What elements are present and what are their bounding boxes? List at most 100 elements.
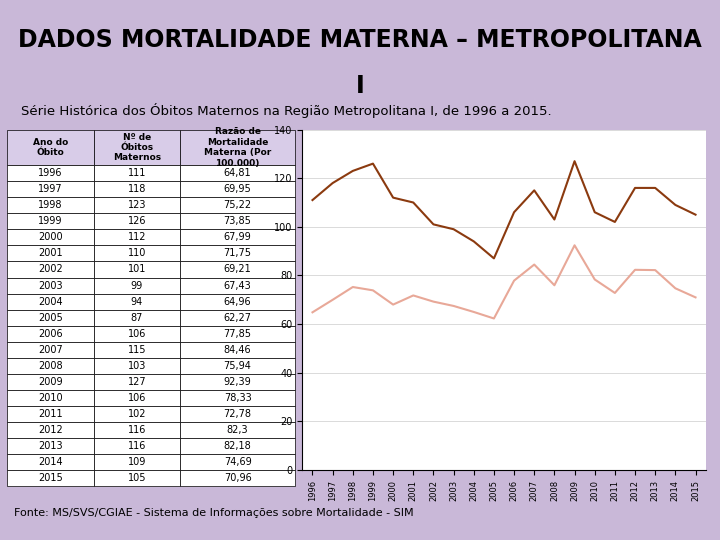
Text: 2000: 2000 bbox=[38, 232, 63, 242]
Bar bbox=[7, 294, 94, 309]
Text: I: I bbox=[356, 74, 364, 98]
Text: 82,18: 82,18 bbox=[224, 441, 251, 451]
Text: Série Histórica dos Óbitos Maternos na Região Metropolitana I, de 1996 a 2015.: Série Histórica dos Óbitos Maternos na R… bbox=[22, 103, 552, 118]
Text: 2013: 2013 bbox=[38, 441, 63, 451]
Bar bbox=[7, 181, 94, 197]
Text: 2002: 2002 bbox=[38, 265, 63, 274]
Bar bbox=[94, 470, 180, 486]
Bar bbox=[7, 422, 94, 438]
Text: DADOS MORTALIDADE MATERNA – METROPOLITANA: DADOS MORTALIDADE MATERNA – METROPOLITAN… bbox=[18, 28, 702, 52]
Bar bbox=[94, 357, 180, 374]
Text: 67,43: 67,43 bbox=[224, 280, 251, 291]
Bar bbox=[94, 181, 180, 197]
Text: 110: 110 bbox=[127, 248, 146, 259]
Text: 2012: 2012 bbox=[38, 425, 63, 435]
Text: 2015: 2015 bbox=[38, 473, 63, 483]
Bar bbox=[7, 213, 94, 230]
Text: 2010: 2010 bbox=[38, 393, 63, 403]
Text: 64,81: 64,81 bbox=[224, 168, 251, 178]
Text: 92,39: 92,39 bbox=[224, 377, 251, 387]
Text: 99: 99 bbox=[130, 280, 143, 291]
Text: 1998: 1998 bbox=[38, 200, 63, 211]
Bar bbox=[180, 230, 295, 246]
Text: 2006: 2006 bbox=[38, 329, 63, 339]
Bar bbox=[180, 197, 295, 213]
Text: 1997: 1997 bbox=[38, 184, 63, 194]
Text: 77,85: 77,85 bbox=[224, 329, 251, 339]
Text: 102: 102 bbox=[127, 409, 146, 419]
Bar bbox=[94, 197, 180, 213]
Text: 71,75: 71,75 bbox=[224, 248, 251, 259]
Text: Fonte: MS/SVS/CGIAE - Sistema de Informações sobre Mortalidade - SIM: Fonte: MS/SVS/CGIAE - Sistema de Informa… bbox=[14, 508, 414, 518]
Text: 62,27: 62,27 bbox=[224, 313, 251, 322]
Text: 2004: 2004 bbox=[38, 296, 63, 307]
Bar bbox=[94, 130, 180, 165]
Text: 70,96: 70,96 bbox=[224, 473, 251, 483]
Bar bbox=[94, 245, 180, 261]
Text: 105: 105 bbox=[127, 473, 146, 483]
Bar bbox=[180, 342, 295, 357]
Text: 69,95: 69,95 bbox=[224, 184, 251, 194]
Bar bbox=[180, 470, 295, 486]
Bar bbox=[7, 261, 94, 278]
Bar bbox=[94, 342, 180, 357]
Text: 2005: 2005 bbox=[38, 313, 63, 322]
Bar bbox=[7, 326, 94, 342]
Text: 118: 118 bbox=[127, 184, 146, 194]
Bar bbox=[7, 390, 94, 406]
Bar bbox=[7, 357, 94, 374]
Bar bbox=[180, 278, 295, 294]
Bar bbox=[7, 470, 94, 486]
Bar bbox=[94, 309, 180, 326]
Text: Ano do
Óbito: Ano do Óbito bbox=[33, 138, 68, 157]
Text: 2011: 2011 bbox=[38, 409, 63, 419]
Text: 2014: 2014 bbox=[38, 457, 63, 467]
Bar bbox=[180, 245, 295, 261]
Text: 78,33: 78,33 bbox=[224, 393, 251, 403]
Bar bbox=[94, 422, 180, 438]
Text: 84,46: 84,46 bbox=[224, 345, 251, 355]
Text: 94: 94 bbox=[130, 296, 143, 307]
Bar bbox=[94, 230, 180, 246]
Text: 74,69: 74,69 bbox=[224, 457, 251, 467]
Bar bbox=[7, 197, 94, 213]
Bar bbox=[94, 374, 180, 390]
Bar bbox=[180, 294, 295, 309]
Bar bbox=[94, 390, 180, 406]
Text: 2003: 2003 bbox=[38, 280, 63, 291]
Text: Razão de
Mortalidade
Materna (Por
100.000): Razão de Mortalidade Materna (Por 100.00… bbox=[204, 127, 271, 167]
Bar bbox=[180, 261, 295, 278]
Text: 106: 106 bbox=[127, 329, 146, 339]
Text: 2001: 2001 bbox=[38, 248, 63, 259]
Bar bbox=[180, 390, 295, 406]
Text: 116: 116 bbox=[127, 441, 146, 451]
Bar bbox=[7, 245, 94, 261]
Bar bbox=[180, 406, 295, 422]
Text: 126: 126 bbox=[127, 217, 146, 226]
Bar bbox=[180, 374, 295, 390]
Text: 115: 115 bbox=[127, 345, 146, 355]
Text: 109: 109 bbox=[127, 457, 146, 467]
Bar bbox=[180, 213, 295, 230]
Text: 82,3: 82,3 bbox=[227, 425, 248, 435]
Bar bbox=[7, 230, 94, 246]
Bar bbox=[180, 181, 295, 197]
Bar bbox=[94, 454, 180, 470]
Bar bbox=[7, 309, 94, 326]
Text: 123: 123 bbox=[127, 200, 146, 211]
Bar bbox=[94, 165, 180, 181]
Text: 75,94: 75,94 bbox=[224, 361, 251, 371]
Bar bbox=[180, 454, 295, 470]
Bar bbox=[180, 422, 295, 438]
Bar bbox=[180, 326, 295, 342]
Text: 69,21: 69,21 bbox=[224, 265, 251, 274]
Text: 2007: 2007 bbox=[38, 345, 63, 355]
Bar bbox=[7, 130, 94, 165]
Text: 101: 101 bbox=[127, 265, 146, 274]
Text: 103: 103 bbox=[127, 361, 146, 371]
Bar bbox=[180, 309, 295, 326]
Text: 87: 87 bbox=[130, 313, 143, 322]
Text: 106: 106 bbox=[127, 393, 146, 403]
Text: 73,85: 73,85 bbox=[224, 217, 251, 226]
Text: 2009: 2009 bbox=[38, 377, 63, 387]
